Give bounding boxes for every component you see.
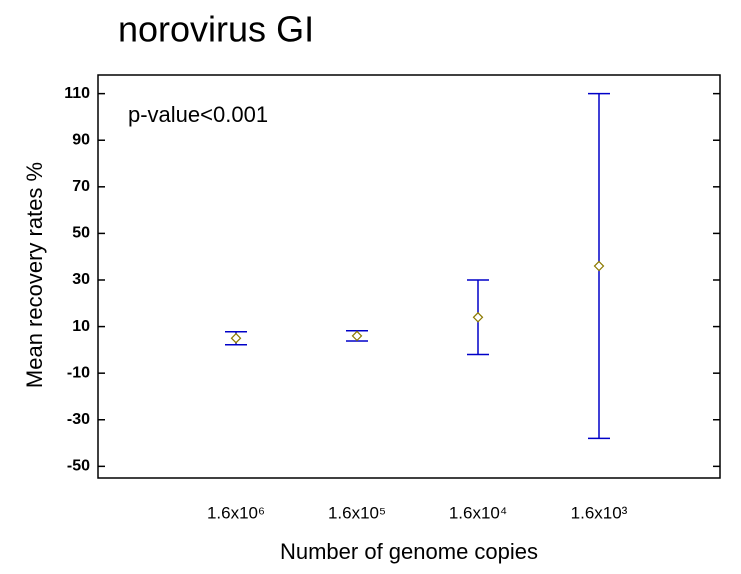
y-tick-label: -30 [67,411,90,428]
x-tick-label: 1.6x10³ [571,503,628,522]
annotation: p-value<0.001 [128,102,268,127]
chart-title: norovirus GI [118,9,314,50]
x-axis-label: Number of genome copies [280,539,538,564]
mean-marker [351,330,363,342]
y-axis-label: Mean recovery rates % [22,162,47,388]
plot-frame [97,74,721,479]
y-tick-label: -10 [67,364,90,381]
mean-marker [472,311,484,323]
y-tick-label: 30 [72,271,90,288]
y-tick-label: 10 [72,318,90,335]
y-tick-label: 110 [64,85,90,102]
x-tick-label: 1.6x10⁶ [207,503,265,522]
y-tick-label: -50 [67,458,90,475]
x-tick-label: 1.6x10⁴ [449,503,507,522]
x-tick-label: 1.6x10⁵ [328,503,386,522]
y-tick-label: 70 [72,178,90,195]
mean-marker [593,260,605,272]
y-tick-label: 50 [72,225,90,242]
mean-marker [230,332,242,344]
y-tick-label: 90 [72,131,90,148]
